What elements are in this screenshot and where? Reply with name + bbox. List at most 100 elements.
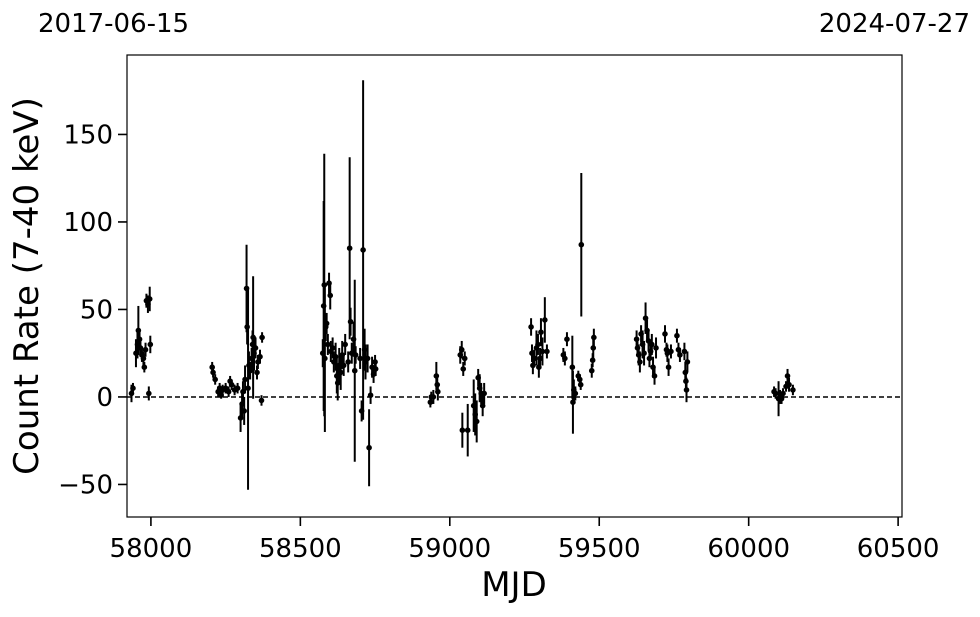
point [340, 362, 347, 369]
point [464, 427, 471, 434]
point [372, 366, 379, 372]
point [130, 385, 136, 392]
point [481, 390, 487, 397]
x-tick-label: 59000 [408, 534, 491, 564]
point [572, 390, 579, 397]
point [790, 387, 796, 393]
point [254, 369, 260, 376]
point [212, 376, 218, 383]
point [366, 444, 372, 451]
point [460, 366, 467, 372]
point [649, 341, 655, 348]
point [590, 345, 597, 351]
x-tick-label: 60000 [707, 534, 790, 564]
point [459, 427, 466, 434]
point [544, 348, 550, 355]
point [570, 399, 576, 406]
point [259, 334, 265, 341]
point [461, 355, 468, 362]
point [681, 348, 688, 355]
point [577, 381, 584, 388]
point [337, 369, 344, 376]
point [357, 355, 363, 362]
point [772, 390, 779, 397]
point [637, 359, 643, 365]
point [245, 385, 251, 392]
point [323, 320, 330, 327]
point [252, 345, 259, 351]
point [225, 388, 232, 395]
point [332, 353, 339, 360]
point [578, 241, 585, 248]
x-tick-label: 58000 [110, 534, 193, 564]
y-tick-label: 0 [96, 383, 113, 413]
point [325, 341, 331, 348]
point [539, 348, 546, 355]
x-axis-label: MJD [481, 565, 547, 605]
point [435, 388, 441, 395]
point [322, 355, 328, 362]
point [364, 355, 371, 362]
point [542, 317, 548, 323]
point [430, 394, 437, 400]
point [591, 334, 597, 341]
plot-frame [126, 54, 903, 518]
point [458, 346, 465, 353]
point [662, 331, 668, 337]
point [234, 385, 241, 392]
point [473, 418, 480, 425]
y-tick-label: −50 [58, 470, 113, 500]
point [589, 357, 596, 364]
point [327, 292, 334, 299]
point [210, 369, 216, 376]
point [367, 392, 374, 399]
point [346, 245, 353, 251]
x-tick-label: 59500 [558, 534, 641, 564]
point [241, 408, 247, 414]
point [247, 367, 253, 374]
point [242, 376, 248, 383]
point [645, 338, 652, 344]
point [641, 350, 647, 357]
point [784, 373, 791, 379]
point [342, 341, 348, 348]
x-tick-label: 60500 [857, 534, 940, 564]
point [677, 352, 683, 358]
point [535, 341, 541, 348]
point [665, 364, 672, 371]
point [588, 367, 595, 374]
point [228, 381, 235, 388]
point [146, 296, 153, 302]
point [642, 315, 649, 322]
point [345, 359, 351, 365]
point [538, 329, 544, 336]
point [674, 332, 680, 339]
end-date: 2024-07-27 [819, 9, 970, 39]
x-tick-label: 58500 [259, 534, 342, 564]
point [562, 355, 568, 362]
y-axis-label: Count Rate (7-40 keV) [7, 97, 47, 475]
point [257, 353, 263, 360]
point [569, 364, 576, 371]
point [668, 348, 674, 355]
point [360, 247, 366, 253]
start-date: 2017-06-15 [38, 9, 189, 39]
point [786, 381, 792, 388]
point [564, 336, 570, 343]
point [351, 367, 358, 374]
y-tick-label: 150 [63, 120, 113, 150]
point [780, 390, 786, 397]
point [479, 402, 486, 409]
point [651, 373, 658, 379]
y-tick-label: 50 [80, 295, 113, 325]
point [146, 390, 152, 397]
point [147, 341, 154, 348]
point [142, 346, 149, 353]
point [140, 355, 147, 362]
point [347, 318, 354, 325]
point [653, 345, 659, 351]
point [141, 364, 148, 371]
y-tick-label: 100 [63, 208, 113, 238]
